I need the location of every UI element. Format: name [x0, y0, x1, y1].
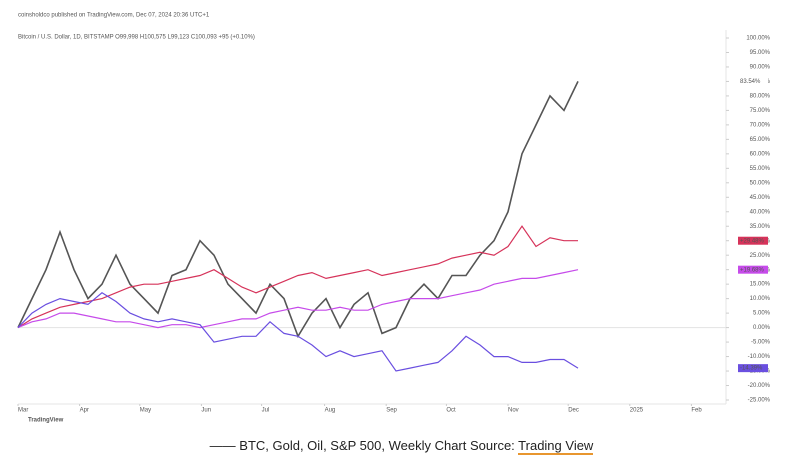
y-tick-label: -20.00%	[748, 383, 771, 389]
caption-text: —— BTC, Gold, Oil, S&P 500, Weekly Chart…	[209, 438, 519, 453]
x-tick-label: May	[140, 408, 151, 414]
y-tick-label: 70.00%	[750, 122, 771, 128]
series-line	[17, 292, 579, 372]
end-label-box	[738, 364, 768, 373]
y-tick-label: 25.00%	[750, 253, 771, 259]
end-label-box	[738, 236, 768, 245]
series-line	[17, 225, 578, 329]
x-tick-label: Feb	[691, 408, 702, 414]
x-tick-label: Nov	[508, 408, 519, 414]
y-tick-label: 55.00%	[750, 166, 771, 172]
y-tick-label: 65.00%	[750, 137, 771, 143]
x-tick-label: Apr	[80, 408, 89, 414]
caption-link[interactable]: Trading View	[518, 438, 594, 455]
y-tick-label: 15.00%	[750, 282, 771, 288]
series-line	[17, 269, 579, 329]
y-tick-label: 100.00%	[746, 36, 770, 42]
y-tick-label: 0.00%	[753, 325, 771, 331]
end-label: +19.68%	[740, 267, 765, 273]
end-label: 83.54%	[740, 79, 761, 85]
end-label-box	[738, 77, 768, 86]
x-tick-label: Sep	[386, 408, 397, 414]
footer-logo: TradingView	[28, 418, 64, 424]
chart: coinsholdco published on TradingView.com…	[17, 13, 771, 424]
y-tick-label: 95.00%	[750, 50, 771, 56]
y-tick-label: -25.00%	[748, 398, 771, 404]
y-tick-label: 90.00%	[750, 65, 771, 71]
y-tick-label: 35.00%	[750, 224, 771, 230]
y-tick-label: 75.00%	[750, 108, 771, 114]
chart-title: Bitcoin / U.S. Dollar, 1D, BITSTAMP O99,…	[18, 35, 255, 41]
x-tick-label: Mar	[18, 408, 28, 414]
x-tick-label: Jun	[201, 408, 211, 414]
publisher: coinsholdco published on TradingView.com…	[18, 13, 210, 19]
y-tick-label: -5.00%	[751, 340, 771, 346]
y-tick-label: 10.00%	[750, 296, 771, 302]
x-tick-label: 2025	[630, 408, 644, 414]
y-tick-label: 60.00%	[750, 151, 771, 157]
y-tick-label: 5.00%	[753, 311, 771, 317]
y-tick-label: 45.00%	[750, 195, 771, 201]
y-tick-label: 40.00%	[750, 209, 771, 215]
end-label-box	[738, 265, 768, 274]
y-tick-label: 50.00%	[750, 180, 771, 186]
x-tick-label: Oct	[446, 408, 456, 414]
x-tick-label: Jul	[262, 408, 270, 414]
x-tick-label: Dec	[568, 408, 579, 414]
y-tick-label: -10.00%	[748, 354, 771, 360]
caption: —— BTC, Gold, Oil, S&P 500, Weekly Chart…	[0, 438, 803, 455]
y-tick-label: 80.00%	[750, 93, 771, 99]
end-label: +29.48%	[740, 238, 765, 244]
x-tick-label: Aug	[325, 408, 336, 414]
end-label: -14.39%	[740, 366, 763, 372]
